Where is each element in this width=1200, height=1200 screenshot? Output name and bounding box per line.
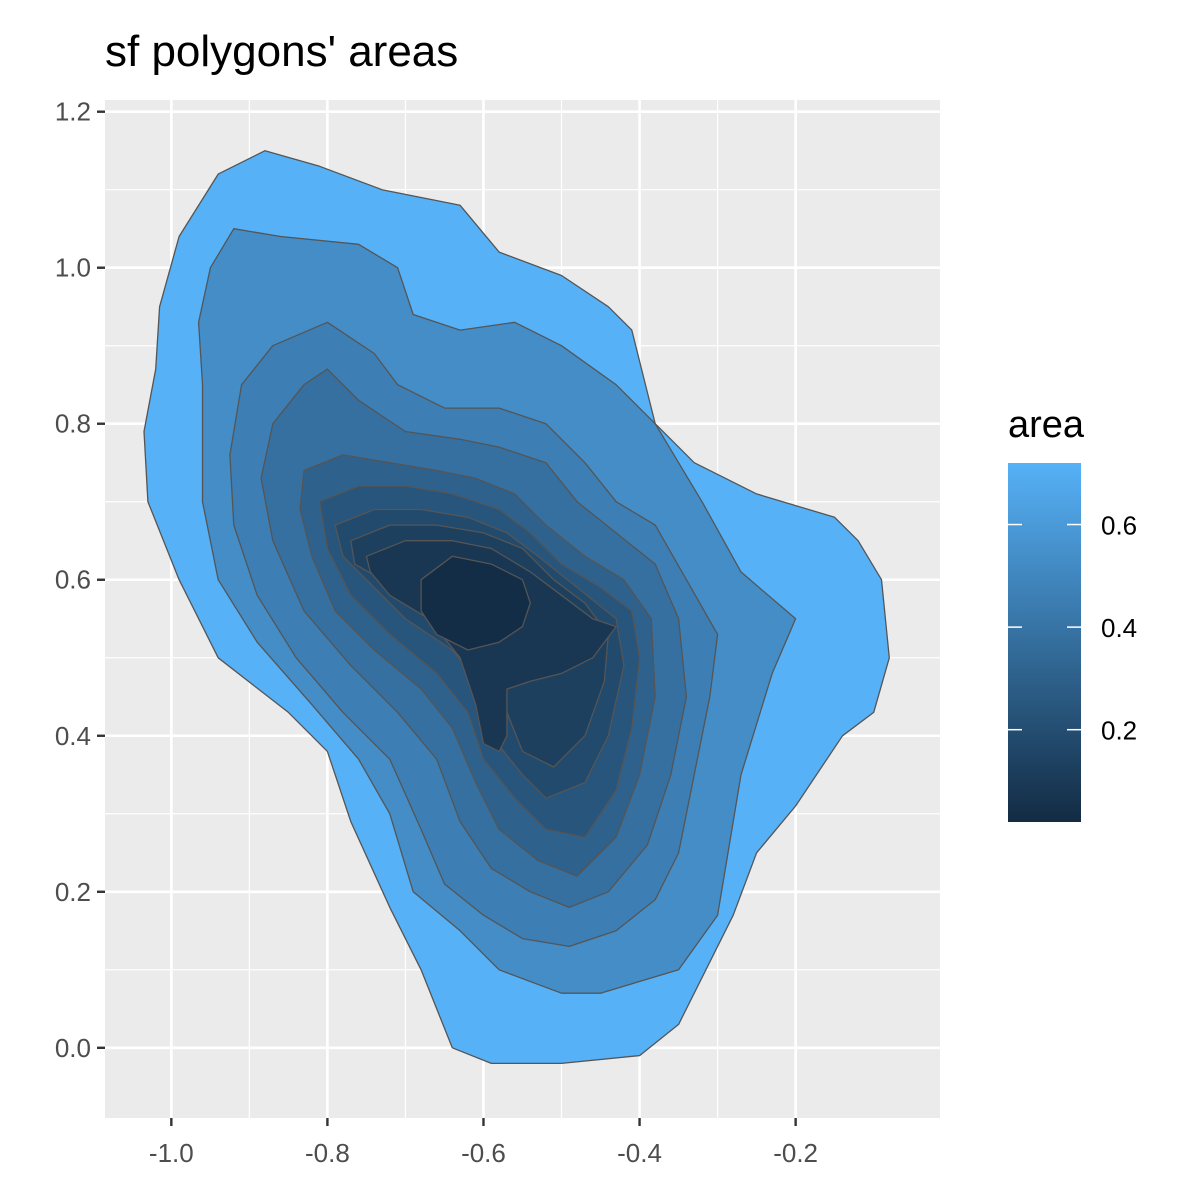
legend-tick-label: 0.2 [1101,716,1137,746]
contour-polygons [143,150,890,1065]
y-tick-label: 0.8 [55,409,91,439]
x-axis: -1.0 -0.8 -0.6 -0.4 -0.2 [149,1118,818,1168]
y-tick-label: 1.2 [55,97,91,127]
y-tick-label: 0.6 [55,565,91,595]
legend: area 0.2 0.4 0.6 [1008,404,1137,822]
contour-polygon-10 [420,555,531,651]
x-tick-label: -0.4 [617,1138,662,1168]
x-tick-label: -0.8 [305,1138,350,1168]
y-tick-label: 0.2 [55,877,91,907]
y-axis: 0.0 0.2 0.4 0.6 0.8 1.0 1.2 [55,97,105,1063]
y-tick-label: 0.4 [55,721,91,751]
legend-colorbar [1008,463,1081,822]
chart-title: sf polygons' areas [105,27,458,76]
x-tick-label: -0.6 [461,1138,506,1168]
x-tick-label: -0.2 [773,1138,818,1168]
legend-ticks: 0.2 0.4 0.6 [1008,511,1137,746]
legend-tick-label: 0.4 [1101,613,1137,643]
legend-tick-label: 0.6 [1101,511,1137,541]
y-tick-label: 0.0 [55,1033,91,1063]
legend-title: area [1008,404,1085,446]
y-tick-label: 1.0 [55,253,91,283]
x-tick-label: -1.0 [149,1138,194,1168]
